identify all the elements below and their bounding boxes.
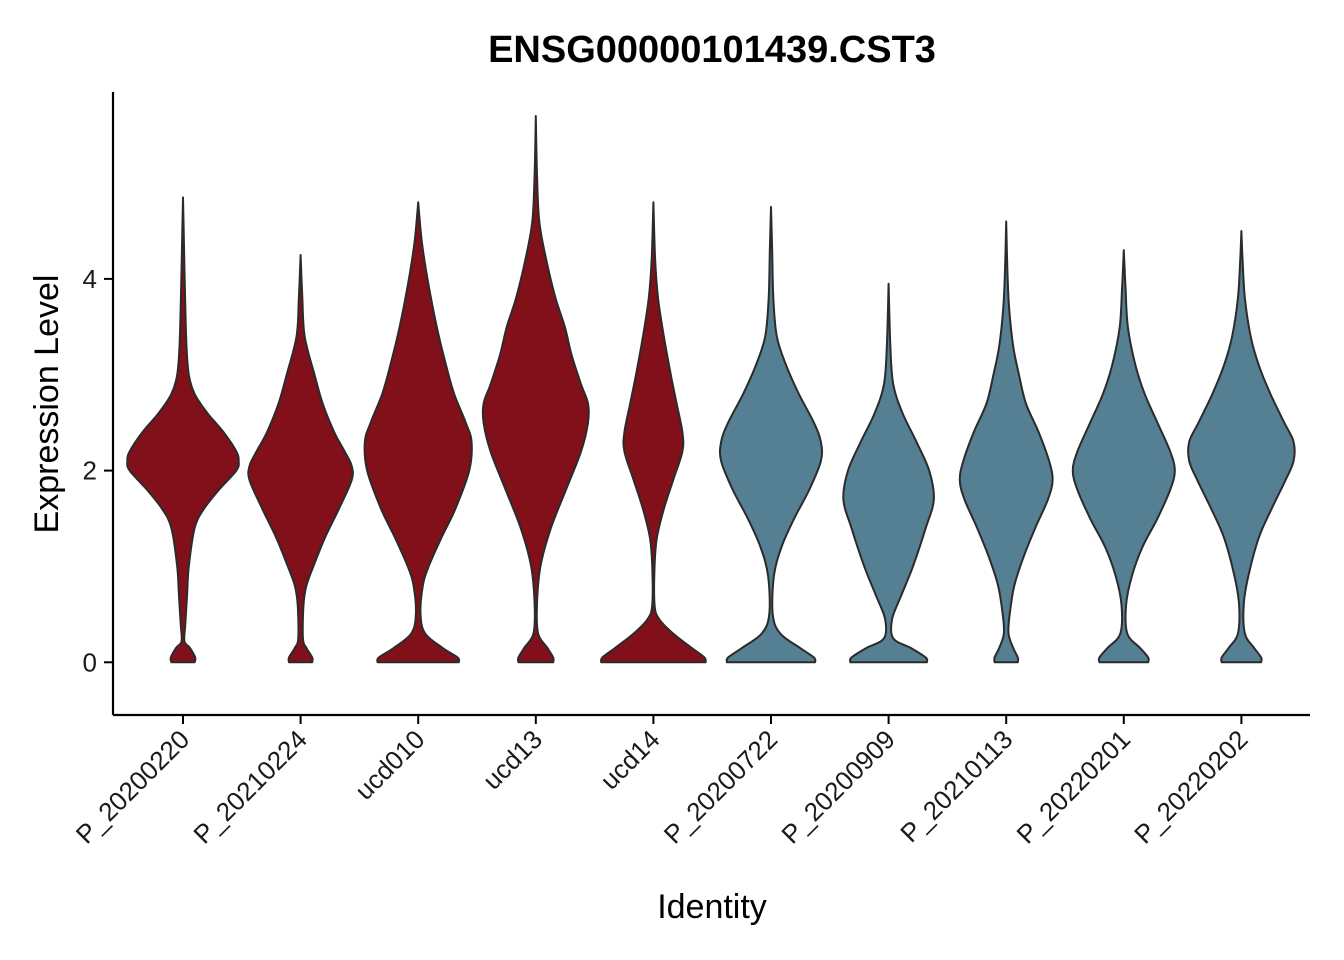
x-tick-label: ucd13	[477, 724, 548, 795]
violin-P_20210224	[247, 253, 354, 664]
violin-ucd13	[481, 114, 590, 664]
x-tick-label: ucd14	[594, 724, 665, 795]
y-tick-label: 4	[83, 264, 97, 294]
violin-P_20200909	[842, 282, 935, 664]
violin-P_20210113	[958, 220, 1054, 664]
violin-P_20200220	[126, 196, 240, 664]
chart-title: ENSG00000101439.CST3	[488, 29, 936, 71]
y-tick-label: 0	[83, 647, 97, 677]
violin-P_20200722	[718, 206, 824, 664]
violin-ucd010	[363, 201, 473, 664]
x-tick-label: P_20200722	[658, 724, 784, 850]
x-tick-label: P_20210224	[187, 724, 313, 850]
x-tick-label: P_20210113	[894, 724, 1018, 848]
y-axis: 0 2 4	[83, 92, 115, 715]
x-tick-label: P_20220202	[1128, 724, 1254, 850]
violin-ucd14	[599, 201, 707, 664]
y-axis-label: Expression Level	[28, 275, 66, 534]
y-tick-label: 2	[83, 456, 97, 486]
x-tick-label: P_20200220	[70, 724, 196, 850]
x-axis-label: Identity	[657, 888, 767, 926]
violin-group	[126, 114, 1296, 664]
violin-P_20220202	[1187, 229, 1296, 664]
x-tick-label: P_20200909	[775, 724, 901, 850]
violin-P_20220201	[1071, 249, 1176, 664]
x-tick-label: ucd010	[349, 724, 431, 806]
x-tick-label: P_20220201	[1011, 724, 1137, 850]
